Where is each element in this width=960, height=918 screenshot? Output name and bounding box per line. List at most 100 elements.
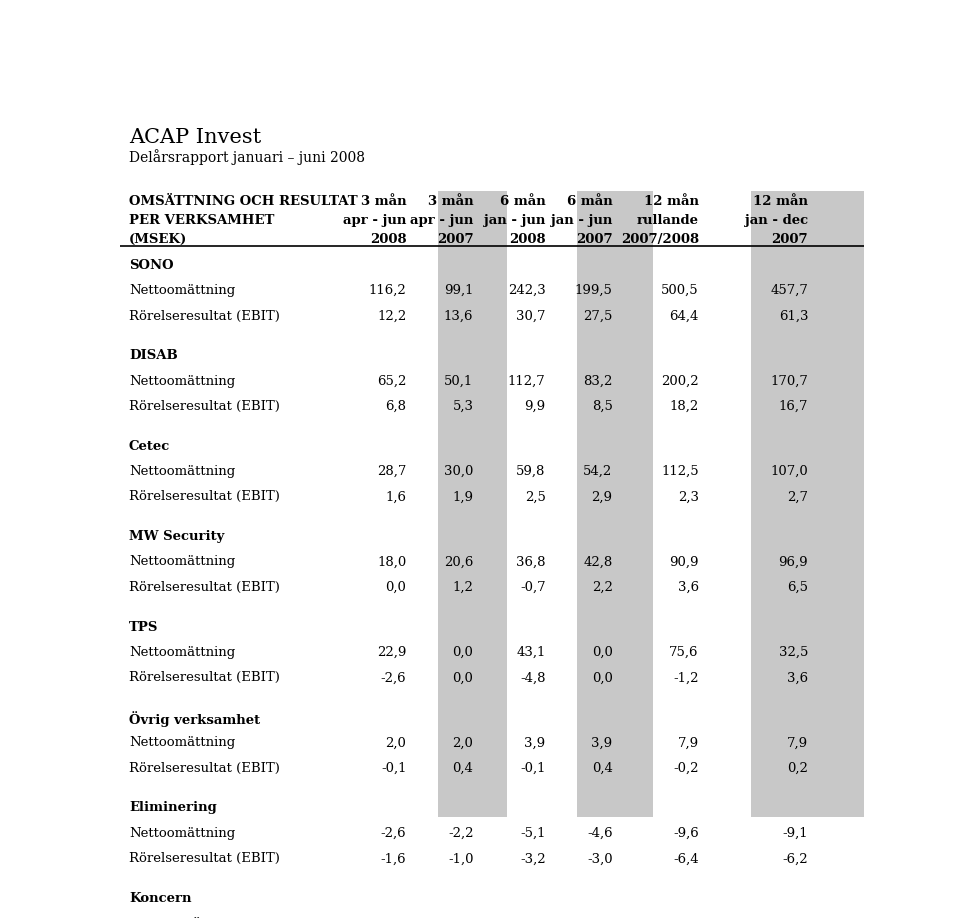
Text: 2,7: 2,7 (787, 490, 808, 503)
Text: 0,0: 0,0 (452, 646, 473, 659)
Text: Nettoomättning: Nettoomättning (129, 646, 235, 659)
Text: 0,2: 0,2 (787, 762, 808, 775)
Text: 90,9: 90,9 (669, 555, 699, 568)
Text: -2,6: -2,6 (381, 671, 406, 685)
Text: Rörelseresultat (EBIT): Rörelseresultat (EBIT) (129, 490, 279, 503)
Text: -0,1: -0,1 (381, 762, 406, 775)
Text: 2,5: 2,5 (525, 490, 545, 503)
Text: Rörelseresultat (EBIT): Rörelseresultat (EBIT) (129, 309, 279, 322)
Text: 1,9: 1,9 (452, 490, 473, 503)
Text: 500,5: 500,5 (661, 284, 699, 297)
Text: -1,0: -1,0 (448, 853, 473, 866)
Text: Nettoomättning: Nettoomättning (129, 375, 235, 387)
Text: -3,2: -3,2 (520, 853, 545, 866)
Text: 0,0: 0,0 (452, 671, 473, 685)
Text: 7,9: 7,9 (787, 736, 808, 749)
Text: 8,5: 8,5 (591, 400, 612, 413)
Text: 13,6: 13,6 (444, 309, 473, 322)
Text: ACAP Invest: ACAP Invest (129, 128, 261, 147)
Text: 22,9: 22,9 (377, 646, 406, 659)
Text: PER VERKSAMHET: PER VERKSAMHET (129, 214, 275, 227)
Text: 2,0: 2,0 (386, 736, 406, 749)
Text: Nettoomättning: Nettoomättning (129, 465, 235, 478)
Text: 43,1: 43,1 (516, 646, 545, 659)
Text: 199,5: 199,5 (575, 284, 612, 297)
Text: 6,5: 6,5 (787, 581, 808, 594)
Text: 99,1: 99,1 (444, 284, 473, 297)
Text: 242,3: 242,3 (508, 284, 545, 297)
Text: 2007: 2007 (772, 233, 808, 246)
Text: -6,2: -6,2 (782, 853, 808, 866)
Text: Nettoomättning: Nettoomättning (129, 827, 235, 840)
Text: 28,7: 28,7 (377, 465, 406, 478)
Text: Övrig verksamhet: Övrig verksamhet (129, 711, 260, 727)
Text: 2007/2008: 2007/2008 (621, 233, 699, 246)
Text: 2007: 2007 (576, 233, 612, 246)
Text: 2,2: 2,2 (591, 581, 612, 594)
Text: 0,0: 0,0 (591, 671, 612, 685)
Text: -6,4: -6,4 (673, 853, 699, 866)
Text: 457,7: 457,7 (770, 284, 808, 297)
Text: rullande: rullande (636, 214, 699, 227)
Text: 2,9: 2,9 (591, 490, 612, 503)
Text: 30,0: 30,0 (444, 465, 473, 478)
Text: -4,8: -4,8 (520, 671, 545, 685)
Text: 64,4: 64,4 (669, 309, 699, 322)
Text: 3 mån: 3 mån (428, 195, 473, 208)
Text: 30,7: 30,7 (516, 309, 545, 322)
Text: Nettoomättning: Nettoomättning (129, 284, 235, 297)
Text: Koncern: Koncern (129, 892, 191, 905)
Text: 6,8: 6,8 (385, 400, 406, 413)
Text: 65,2: 65,2 (377, 375, 406, 387)
Text: 0,0: 0,0 (386, 581, 406, 594)
Text: Nettoomättning: Nettoomättning (129, 555, 235, 568)
Text: 42,8: 42,8 (584, 555, 612, 568)
Text: 2008: 2008 (509, 233, 545, 246)
Text: 107,0: 107,0 (771, 465, 808, 478)
Text: Rörelseresultat (EBIT): Rörelseresultat (EBIT) (129, 400, 279, 413)
Text: 36,8: 36,8 (516, 555, 545, 568)
Text: 5,3: 5,3 (452, 400, 473, 413)
Text: -4,6: -4,6 (587, 827, 612, 840)
Text: 75,6: 75,6 (669, 646, 699, 659)
Text: 112,7: 112,7 (508, 375, 545, 387)
Text: jan - dec: jan - dec (745, 214, 808, 227)
Text: Rörelseresultat (EBIT): Rörelseresultat (EBIT) (129, 853, 279, 866)
Text: 1,2: 1,2 (452, 581, 473, 594)
Text: TPS: TPS (129, 621, 158, 633)
Text: 1,6: 1,6 (385, 490, 406, 503)
Text: 20,6: 20,6 (444, 555, 473, 568)
Bar (752, 192, 866, 918)
Text: 9,9: 9,9 (524, 400, 545, 413)
Text: jan - jun: jan - jun (551, 214, 612, 227)
Text: Nettoomättning: Nettoomättning (129, 736, 235, 749)
Text: 12,2: 12,2 (377, 309, 406, 322)
Text: 54,2: 54,2 (584, 465, 612, 478)
Text: 3,6: 3,6 (678, 581, 699, 594)
Text: apr - jun: apr - jun (410, 214, 473, 227)
Text: 2,3: 2,3 (678, 490, 699, 503)
Text: 2008: 2008 (370, 233, 406, 246)
Text: Rörelseresultat (EBIT): Rörelseresultat (EBIT) (129, 762, 279, 775)
Text: SONO: SONO (129, 259, 174, 272)
Text: 18,0: 18,0 (377, 555, 406, 568)
Text: 16,7: 16,7 (779, 400, 808, 413)
Text: 2,0: 2,0 (452, 736, 473, 749)
Text: 6 mån: 6 mån (566, 195, 612, 208)
Text: Rörelseresultat (EBIT): Rörelseresultat (EBIT) (129, 671, 279, 685)
Text: 0,4: 0,4 (452, 762, 473, 775)
Bar (577, 192, 654, 918)
Text: apr - jun: apr - jun (343, 214, 406, 227)
Text: jan - jun: jan - jun (484, 214, 545, 227)
Text: 7,9: 7,9 (678, 736, 699, 749)
Text: DISAB: DISAB (129, 349, 178, 362)
Text: 83,2: 83,2 (583, 375, 612, 387)
Text: -5,1: -5,1 (520, 827, 545, 840)
Text: 50,1: 50,1 (444, 375, 473, 387)
Text: -2,6: -2,6 (381, 827, 406, 840)
Text: -9,6: -9,6 (673, 827, 699, 840)
Text: -0,2: -0,2 (673, 762, 699, 775)
Text: 27,5: 27,5 (583, 309, 612, 322)
Text: -2,2: -2,2 (448, 827, 473, 840)
Text: Eliminering: Eliminering (129, 801, 217, 814)
